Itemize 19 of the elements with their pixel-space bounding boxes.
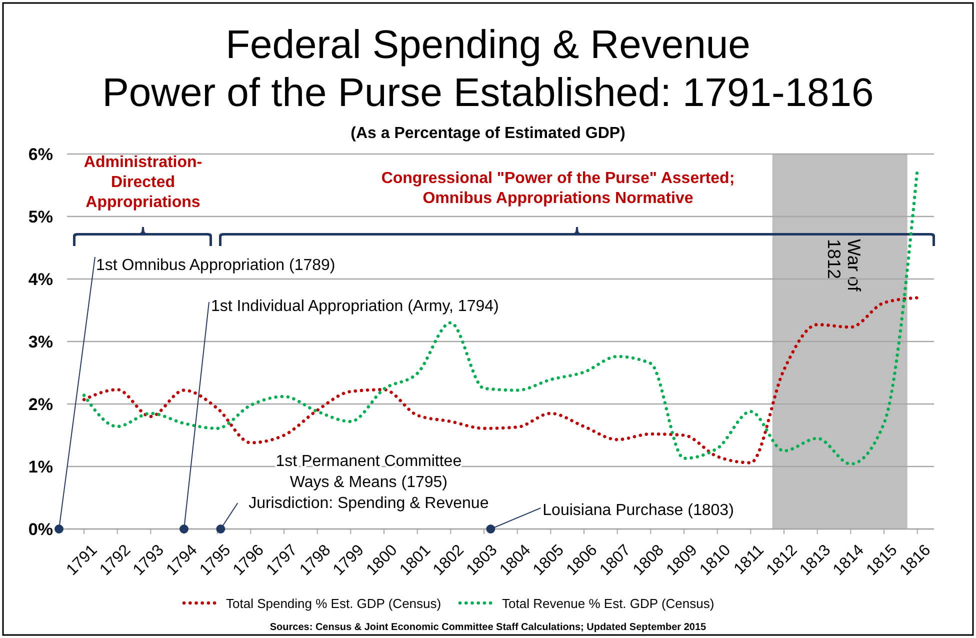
y-tick-label: 1% xyxy=(28,458,53,476)
legend-label: Total Revenue % Est. GDP (Census) xyxy=(502,596,714,611)
source-note: Sources: Census & Joint Economic Committee Staff Calculations; Updated September 2015 xyxy=(270,622,707,633)
line-series xyxy=(82,296,919,464)
y-tick-label: 4% xyxy=(28,270,53,289)
annotation: 1st Permanent Committee Ways & Means (1795) Jurisdiction: Spending & Revenue xyxy=(248,453,489,512)
y-tick-label: 3% xyxy=(28,332,53,352)
annotation: Congressional "Power of the Purse" Asserted; Omnibus Appropriations Normative xyxy=(381,170,735,207)
chart-title: Federal Spending & Revenue Power of the Purse Established: 1791-1816 xyxy=(102,23,874,115)
y-tick-label: 6% xyxy=(28,145,53,164)
chart-subtitle: (As a Percentage of Estimated GDP) xyxy=(350,125,626,142)
annotation: 1st Individual Appropriation (Army, 1794) xyxy=(211,298,499,315)
y-tick-label: 5% xyxy=(28,208,53,226)
y-tick-label: 0% xyxy=(28,520,53,539)
annotation: Administration- Directed Appropriations xyxy=(84,154,202,211)
y-tick-label: 2% xyxy=(28,395,53,414)
annotation: Louisiana Purchase (1803) xyxy=(542,502,734,519)
legend-label: Total Spending % Est. GDP (Census) xyxy=(226,596,442,611)
annotation: 1st Omnibus Appropriation (1789) xyxy=(96,257,336,274)
